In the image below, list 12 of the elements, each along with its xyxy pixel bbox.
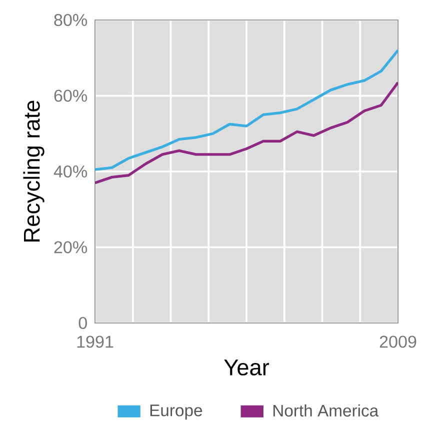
y-tick-label: 40% [54, 165, 87, 178]
y-tick-label: 80% [54, 14, 87, 26]
y-tick-label: 0 [78, 316, 87, 330]
x-tick-label: 1991 [77, 336, 113, 348]
y-tick-label: 20% [54, 241, 87, 254]
x-axis-title: Year [224, 360, 269, 376]
y-axis-title: Recycling rate [22, 100, 44, 242]
x-tick-label: 2009 [380, 336, 416, 348]
line-series [94, 48, 398, 171]
legend-label: North America [273, 404, 378, 417]
legend-label: Europe [150, 404, 202, 420]
y-tick-label: 60% [54, 90, 87, 102]
